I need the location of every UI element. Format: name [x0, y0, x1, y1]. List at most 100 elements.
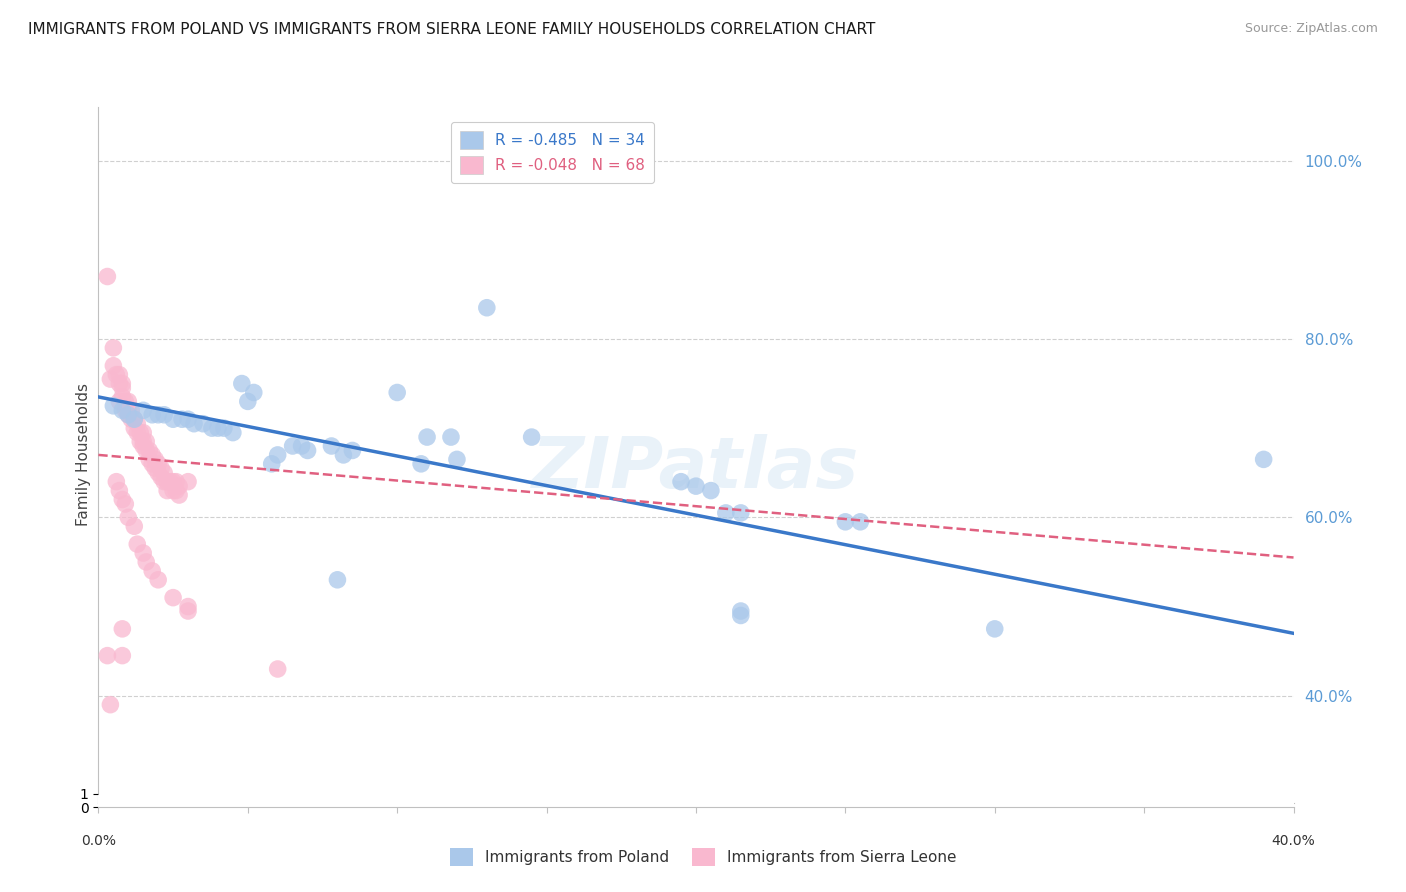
Point — [141, 564, 163, 578]
Point — [834, 515, 856, 529]
Point — [291, 439, 314, 453]
Point — [165, 475, 187, 489]
Point — [124, 519, 146, 533]
Text: Source: ZipAtlas.com: Source: ZipAtlas.com — [1244, 22, 1378, 36]
Point — [260, 457, 283, 471]
Point — [297, 443, 319, 458]
Point — [148, 408, 170, 422]
Point — [124, 421, 146, 435]
Point — [132, 403, 155, 417]
Point — [849, 515, 872, 529]
Point — [332, 448, 354, 462]
Point — [201, 421, 224, 435]
Text: IMMIGRANTS FROM POLAND VS IMMIGRANTS FROM SIERRA LEONE FAMILY HOUSEHOLDS CORRELA: IMMIGRANTS FROM POLAND VS IMMIGRANTS FRO… — [28, 22, 876, 37]
Point — [177, 599, 200, 614]
Point — [117, 408, 139, 422]
Point — [135, 434, 157, 449]
Point — [267, 448, 290, 462]
Point — [127, 417, 149, 431]
Point — [321, 439, 343, 453]
Point — [138, 443, 160, 458]
Point — [685, 479, 707, 493]
Text: ZIPatlas: ZIPatlas — [533, 434, 859, 503]
Point — [162, 591, 184, 605]
Point — [536, 814, 558, 828]
Point — [111, 622, 134, 636]
Point — [669, 475, 692, 489]
Point — [984, 622, 1007, 636]
Point — [475, 301, 498, 315]
Point — [96, 269, 118, 284]
Point — [148, 573, 170, 587]
Point — [135, 555, 157, 569]
Point — [212, 421, 235, 435]
Point — [156, 475, 179, 489]
Point — [150, 470, 173, 484]
Point — [440, 430, 463, 444]
Point — [111, 381, 134, 395]
Point — [416, 430, 439, 444]
Point — [103, 359, 125, 373]
Point — [120, 412, 142, 426]
Point — [700, 483, 723, 498]
Point — [129, 434, 152, 449]
Point — [730, 604, 752, 618]
Point — [153, 466, 176, 480]
Point — [153, 408, 176, 422]
Point — [446, 452, 468, 467]
Point — [100, 372, 122, 386]
Point — [138, 452, 160, 467]
Point — [141, 457, 163, 471]
Point — [117, 408, 139, 422]
Point — [153, 475, 176, 489]
Point — [143, 452, 166, 467]
Point — [108, 368, 131, 382]
Point — [132, 425, 155, 440]
Point — [714, 506, 737, 520]
Point — [117, 510, 139, 524]
Point — [172, 412, 194, 426]
Point — [165, 483, 187, 498]
Point — [162, 475, 184, 489]
Point — [243, 385, 266, 400]
Point — [162, 412, 184, 426]
Point — [114, 403, 136, 417]
Point — [141, 448, 163, 462]
Point — [177, 604, 200, 618]
Point — [177, 475, 200, 489]
Point — [385, 385, 409, 400]
Point — [124, 412, 146, 426]
Point — [117, 403, 139, 417]
Point — [207, 421, 229, 435]
Point — [127, 425, 149, 440]
Point — [108, 394, 131, 409]
Point — [129, 425, 152, 440]
Point — [100, 698, 122, 712]
Point — [111, 648, 134, 663]
Legend: R = -0.485   N = 34, R = -0.048   N = 68: R = -0.485 N = 34, R = -0.048 N = 68 — [451, 121, 654, 184]
Point — [108, 483, 131, 498]
Point — [124, 412, 146, 426]
Point — [236, 394, 259, 409]
Point — [730, 608, 752, 623]
Point — [231, 376, 253, 391]
Point — [111, 390, 134, 404]
Point — [114, 497, 136, 511]
Point — [183, 417, 205, 431]
Point — [222, 425, 245, 440]
Point — [281, 439, 304, 453]
Point — [132, 439, 155, 453]
Point — [103, 341, 125, 355]
Point — [1253, 452, 1275, 467]
Point — [267, 662, 290, 676]
Point — [111, 492, 134, 507]
Point — [132, 434, 155, 449]
Point — [111, 376, 134, 391]
Point — [105, 368, 128, 382]
Point — [148, 466, 170, 480]
Point — [520, 430, 543, 444]
Y-axis label: Family Households: Family Households — [76, 384, 91, 526]
Point — [141, 408, 163, 422]
Point — [105, 475, 128, 489]
Point — [148, 457, 170, 471]
